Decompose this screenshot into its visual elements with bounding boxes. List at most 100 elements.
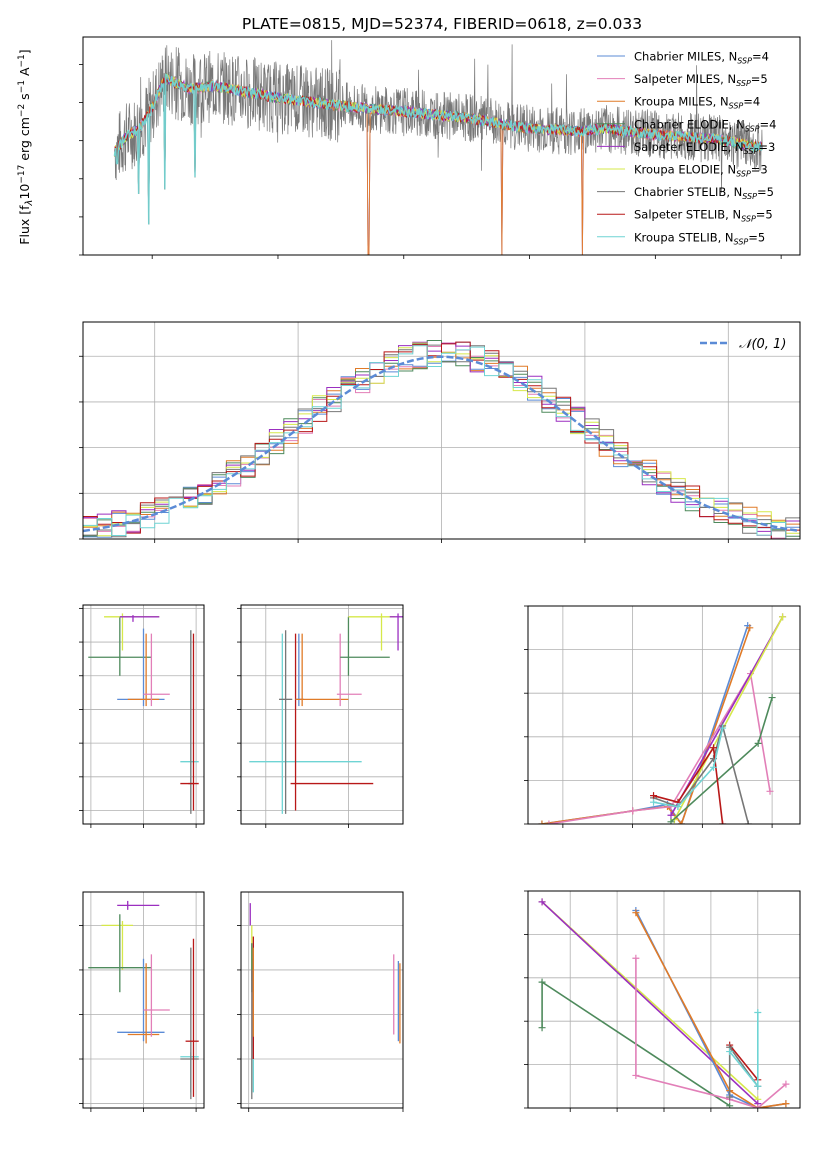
legend-entry-tail: =3 — [758, 140, 775, 154]
series-marker-kroupa_stelib — [650, 798, 658, 806]
legend-entry-tail: =5 — [756, 208, 773, 222]
series-marker-salpeter_elodie — [538, 898, 546, 906]
spectrum-ylabel: Flux [fλ10−17 erg cm−2 s−1 A−1] — [17, 49, 35, 244]
legend-entry: Chabrier ELODIE, NSSP=4 — [634, 117, 776, 133]
series-marker-salpeter_miles — [632, 954, 640, 962]
legend-entry: Salpeter MILES, NSSP=5 — [634, 72, 768, 88]
legend-entry-sub: SSP — [736, 170, 751, 179]
series-marker-kroupa_miles — [677, 820, 685, 824]
series-marker-kroupa_elodie — [779, 613, 787, 621]
legend-entry-tail: =3 — [751, 163, 768, 177]
gaussian-curve — [83, 355, 800, 533]
series-marker-kroupa_stelib — [754, 1082, 762, 1090]
series-marker-kroupa_miles — [538, 820, 546, 824]
legend-entry-name: Salpeter MILES, N — [634, 72, 736, 86]
legend-entry-sub: SSP — [741, 215, 756, 224]
legend-entry-sub: SSP — [729, 102, 744, 111]
histogram-kroupa_stelib — [83, 345, 800, 539]
series-marker-kroupa_stelib — [719, 724, 727, 732]
series-line-salpeter_miles — [548, 671, 771, 824]
series-line-kroupa_miles — [635, 912, 787, 1108]
series-line-salpeter_stelib — [729, 1044, 759, 1081]
series-marker-chabrier_elodie — [754, 739, 762, 747]
series-line-salpeter_elodie — [541, 901, 759, 1105]
series-line-kroupa_stelib — [653, 727, 724, 808]
spectrum-title: PLATE=0815, MJD=52374, FIBERID=0618, z=0… — [242, 15, 642, 33]
series-marker-chabrier_elodie — [667, 818, 675, 824]
observed-spectrum-line — [114, 40, 763, 193]
series-marker-kroupa_stelib — [754, 1009, 762, 1017]
series-marker-kroupa_stelib — [674, 803, 682, 811]
legend-entry-name: Chabrier STELIB, N — [634, 185, 742, 199]
legend-entry-sub: SSP — [744, 147, 759, 156]
series-marker-chabrier_stelib — [744, 820, 752, 824]
axes-frame — [240, 891, 404, 1109]
series-marker-salpeter_stelib — [719, 820, 727, 824]
plot-area — [249, 613, 403, 814]
legend-entry: Kroupa STELIB, NSSP=5 — [634, 230, 765, 246]
axes-frame — [240, 604, 404, 825]
series-marker-salpeter_miles — [766, 787, 774, 795]
series-marker-salpeter_elodie — [667, 811, 675, 819]
legend-entry-tail: =5 — [751, 72, 768, 86]
residuals-panel — [79, 321, 801, 543]
gauss-legend-label: 𝒩(0, 1) — [739, 337, 786, 352]
series-marker-salpeter_miles — [754, 1104, 762, 1108]
legend-entry-name: Kroupa STELIB, N — [634, 230, 734, 244]
series-line-salpeter_stelib — [653, 745, 724, 824]
plot-area — [538, 898, 790, 1108]
legend-entry-sub: SSP — [736, 79, 751, 88]
series-marker-chabrier_elodie — [768, 694, 776, 702]
legend-entry: Chabrier STELIB, NSSP=5 — [634, 185, 774, 201]
series-marker-salpeter_miles — [545, 820, 553, 824]
legend-entry-name: Kroupa MILES, N — [634, 95, 729, 109]
series-marker-salpeter_miles — [782, 1080, 790, 1088]
mass-vs-metallicity-panel — [79, 891, 205, 1112]
legend-entry-name: Chabrier MILES, N — [634, 50, 737, 64]
spectrum-panel — [79, 36, 801, 259]
legend-entry: Salpeter ELODIE, NSSP=3 — [634, 140, 775, 156]
series-marker-kroupa_stelib — [726, 1048, 734, 1056]
legend-entry-name: Salpeter ELODIE, N — [634, 140, 744, 154]
legend-entry: Salpeter STELIB, NSSP=5 — [634, 208, 773, 224]
series-marker-salpeter_miles — [629, 807, 637, 815]
legend-entry-tail: =4 — [752, 50, 769, 64]
legend-entry-tail: =5 — [757, 185, 774, 199]
plot-area — [83, 340, 800, 539]
model-spectrum-line-salpeter_stelib — [113, 77, 762, 225]
histogram-salpeter_stelib — [83, 341, 800, 539]
legend-entry-sub: SSP — [734, 237, 749, 246]
legend-entry: Kroupa ELODIE, NSSP=3 — [634, 163, 768, 179]
series-marker-salpeter_stelib — [710, 744, 718, 752]
massweight-vs-age-panel — [524, 605, 801, 828]
series-marker-chabrier_elodie — [538, 978, 546, 986]
age-vs-metallicity-panel — [79, 604, 205, 828]
residuals-legend: 𝒩(0, 1) — [700, 337, 786, 352]
plot-area — [113, 40, 763, 255]
legend-entry-name: Kroupa ELODIE, N — [634, 163, 736, 177]
series-marker-salpeter_miles — [632, 1071, 640, 1079]
axes-frame — [527, 605, 801, 825]
legend-entry-name: Chabrier ELODIE, N — [634, 117, 745, 131]
legend-entry: Chabrier MILES, NSSP=4 — [634, 50, 769, 66]
series-line-salpeter_elodie — [670, 616, 784, 816]
legend-entry-name: Salpeter STELIB, N — [634, 208, 741, 222]
series-marker-chabrier_elodie — [726, 1102, 734, 1108]
axes-frame — [82, 36, 801, 256]
legend-entry-sub: SSP — [737, 57, 752, 66]
series-marker-kroupa_miles — [632, 909, 640, 917]
series-marker-chabrier_stelib — [726, 1093, 734, 1101]
legend-entry: Kroupa MILES, NSSP=4 — [634, 95, 760, 111]
legend-entry-sub: SSP — [745, 124, 760, 133]
model-spectrum-line-kroupa_stelib — [113, 73, 763, 225]
legend-entry-sub: SSP — [742, 192, 757, 201]
legend-entry-tail: =5 — [748, 230, 765, 244]
massweight-vs-metallicity-panel — [524, 890, 801, 1112]
plot-area — [538, 613, 787, 824]
legend-entry-tail: =4 — [760, 117, 777, 131]
series-marker-kroupa_miles — [746, 624, 754, 632]
legend-entry-tail: =4 — [743, 95, 760, 109]
series-marker-chabrier_elodie — [538, 1024, 546, 1032]
